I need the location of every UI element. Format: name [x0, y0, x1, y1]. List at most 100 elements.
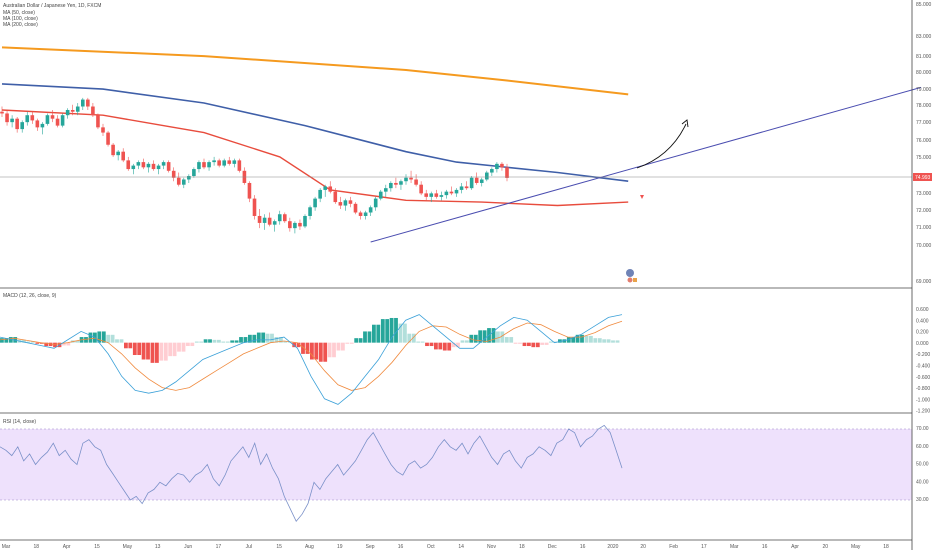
- price-tick-label: 81.000: [916, 54, 932, 60]
- rsi-tick-label: 50.00: [916, 462, 929, 468]
- macd-bar: [270, 333, 274, 343]
- candle-body: [343, 200, 348, 206]
- macd-legend: MACD (12, 26, close, 9): [3, 293, 57, 299]
- macd-bar: [181, 342, 186, 352]
- candle-body: [378, 191, 383, 199]
- time-tick-label: 16: [398, 544, 404, 550]
- candle-body: [106, 132, 110, 145]
- macd-bar: [544, 342, 549, 345]
- macd-bar: [265, 333, 270, 343]
- macd-bar: [465, 340, 469, 343]
- candle-body: [202, 162, 206, 168]
- macd-bar: [279, 337, 283, 343]
- macd-bar: [252, 334, 257, 343]
- macd-bar: [203, 339, 208, 343]
- candle-body: [485, 172, 489, 180]
- macd-bar: [491, 328, 496, 343]
- macd-bar: [314, 342, 319, 360]
- price-axis[interactable]: 85.000 83.000 81.000 80.000 79.000 78.000 77.0…: [916, 2, 932, 285]
- macd-bar: [615, 340, 620, 343]
- macd-bar: [274, 337, 279, 343]
- macd-bar: [602, 339, 607, 343]
- macd-bar: [150, 342, 155, 363]
- candle-body: [439, 195, 444, 197]
- macd-bar: [363, 331, 367, 343]
- candle-body: [182, 179, 186, 185]
- macd-bar: [611, 340, 615, 343]
- macd-bar: [478, 330, 483, 343]
- macd-bar: [221, 341, 226, 343]
- macd-pane[interactable]: MACD (12, 26, close, 9): [0, 293, 623, 405]
- candle-body: [0, 111, 4, 114]
- candle-body: [434, 193, 439, 197]
- time-tick-label: Apr: [63, 544, 71, 550]
- rsi-tick-label: 70.00: [916, 426, 929, 432]
- candle-body: [490, 169, 494, 173]
- candle-body: [247, 182, 252, 199]
- macd-bar: [549, 341, 553, 343]
- candle-body: [454, 189, 459, 194]
- macd-bar: [296, 342, 301, 348]
- candle-body: [20, 122, 24, 130]
- rsi-pane[interactable]: RSI (14, close): [0, 419, 912, 523]
- candle-body: [444, 191, 449, 196]
- candle-body: [338, 202, 343, 206]
- ma100-line: [1, 83, 629, 182]
- price-tick-label: 75.000: [916, 155, 932, 161]
- ma100-legend: MA (100, close): [3, 16, 38, 22]
- candle-body: [141, 162, 146, 168]
- time-axis[interactable]: Mar 18 Apr 15 May 13 Jun 17 Jul 15 Aug 19 Sep 16 Oct 14…: [2, 544, 889, 550]
- candle-body: [81, 99, 85, 107]
- macd-bar: [336, 342, 341, 351]
- candle-body: [500, 163, 504, 168]
- macd-bar: [540, 342, 545, 345]
- event-badge-icon[interactable]: [626, 269, 637, 283]
- macd-bar: [155, 342, 159, 363]
- macd-bar: [447, 342, 452, 351]
- macd-bar: [416, 341, 421, 343]
- price-tick-label: 70.000: [916, 243, 932, 249]
- macd-bar: [310, 342, 314, 360]
- time-tick-label: Sep: [366, 544, 375, 550]
- candle-body: [464, 186, 469, 189]
- rsi-axis[interactable]: 70.00 60.00 50.00 40.00 30.00: [916, 426, 929, 503]
- candle-body: [171, 170, 176, 178]
- candle-body: [156, 165, 161, 170]
- macd-axis[interactable]: 0.600 0.400 0.200 0.000 -0.200 -0.400 -0.600 -0…: [916, 307, 930, 415]
- time-tick-label: 13: [155, 544, 161, 550]
- candle-body: [333, 191, 338, 203]
- macd-bar: [217, 339, 221, 343]
- candle-body: [222, 160, 226, 166]
- macd-bar: [4, 338, 9, 343]
- time-tick-label: Mar: [2, 544, 11, 550]
- price-pane[interactable]: Australian Dollar / Japanese Yen, 1D, FX…: [0, 0, 922, 288]
- time-tick-label: Oct: [427, 544, 435, 550]
- macd-bar: [434, 342, 438, 350]
- macd-bar: [389, 317, 394, 343]
- macd-bar: [97, 331, 102, 343]
- macd-bar: [606, 339, 611, 343]
- candle-body: [232, 160, 237, 164]
- macd-bar: [385, 319, 390, 343]
- candle-body: [70, 109, 75, 112]
- macd-bar: [429, 342, 434, 347]
- candle-body: [197, 162, 201, 170]
- macd-bar: [212, 339, 217, 343]
- macd-bar: [44, 342, 49, 347]
- macd-bar: [141, 342, 146, 360]
- price-tick-label: 85.000: [916, 2, 932, 8]
- candle-body: [419, 184, 423, 194]
- svg-text:74.993: 74.993: [915, 175, 931, 181]
- time-tick-label: 16: [580, 544, 586, 550]
- macd-bar: [535, 342, 540, 348]
- candle-body: [373, 198, 378, 208]
- macd-bar: [26, 341, 31, 343]
- macd-bar: [137, 342, 142, 356]
- candle-body: [389, 182, 393, 189]
- macd-bar: [341, 342, 345, 351]
- candle-body: [288, 221, 292, 229]
- time-tick-label: Jun: [184, 544, 192, 550]
- macd-bar: [177, 342, 181, 352]
- macd-tick-label: -1.000: [916, 397, 930, 403]
